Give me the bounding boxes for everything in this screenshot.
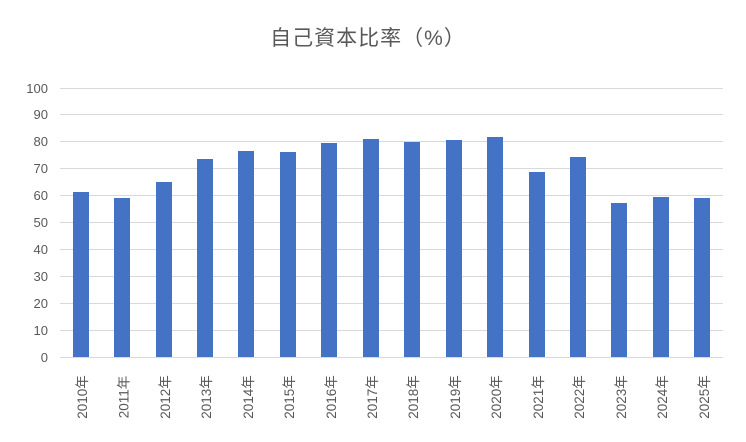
bar bbox=[487, 136, 504, 357]
y-tick-label: 20 bbox=[33, 295, 48, 311]
bar bbox=[155, 181, 172, 357]
bar bbox=[321, 142, 338, 357]
bar bbox=[238, 150, 255, 357]
bar bbox=[404, 141, 421, 357]
gridline bbox=[60, 248, 723, 250]
gridline bbox=[60, 114, 723, 116]
y-tick-label: 0 bbox=[40, 349, 48, 365]
gridline bbox=[60, 222, 723, 223]
gridline bbox=[60, 329, 723, 331]
x-tick-label: 2025年 bbox=[696, 375, 712, 419]
gridline bbox=[60, 87, 723, 89]
y-tick-label: 90 bbox=[33, 107, 48, 123]
bar bbox=[114, 198, 131, 357]
bar bbox=[528, 172, 545, 357]
chart-title: 自己資本比率（%） bbox=[270, 27, 466, 50]
gridline bbox=[60, 168, 723, 170]
bar bbox=[362, 139, 379, 357]
y-tick-label: 60 bbox=[33, 188, 48, 204]
gridline bbox=[60, 302, 723, 304]
bar bbox=[279, 152, 296, 357]
y-tick-label: 80 bbox=[33, 134, 48, 150]
gridline bbox=[60, 356, 723, 358]
bar bbox=[445, 139, 462, 357]
gridline bbox=[60, 195, 723, 197]
bar bbox=[197, 159, 214, 357]
y-tick-label: 100 bbox=[26, 80, 48, 96]
y-tick-label: 30 bbox=[33, 268, 48, 284]
y-tick-label: 50 bbox=[33, 215, 48, 230]
y-tick-label: 10 bbox=[33, 322, 48, 338]
bar bbox=[569, 156, 586, 357]
bar bbox=[611, 203, 628, 357]
gridline bbox=[60, 275, 723, 277]
y-tick-label: 70 bbox=[33, 161, 48, 177]
bar bbox=[694, 198, 711, 357]
bar bbox=[652, 196, 669, 357]
bar bbox=[72, 192, 89, 357]
gridline bbox=[60, 141, 723, 143]
y-tick-label: 40 bbox=[33, 241, 48, 257]
